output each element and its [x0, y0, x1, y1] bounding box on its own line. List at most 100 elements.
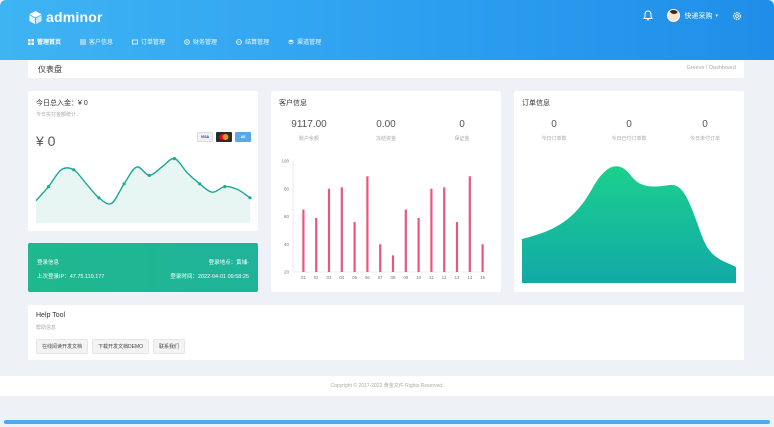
stat-label: 冻结资金 — [375, 136, 396, 142]
x-tick-label: 07 — [378, 275, 383, 280]
income-subtitle: 今日实付金额统计： — [36, 112, 82, 118]
income-point — [46, 185, 51, 189]
help-subtitle: 帮助信息 — [36, 325, 57, 331]
customer-bar-chart: 20 40 60 80 100 01 02 03 04 05 06 07 08 09 10 11 12 13 14 1… — [281, 159, 489, 280]
x-tick-label: 15 — [480, 275, 485, 280]
x-tick-label: 13 — [455, 275, 460, 280]
bar — [455, 222, 459, 272]
login-time: 登录时间：2022-04-01 09:58:25 — [170, 274, 249, 280]
x-tick-label: 02 — [314, 275, 319, 280]
income-point — [172, 157, 177, 161]
y-tick-label: 100 — [281, 159, 289, 164]
globe-icon — [236, 38, 242, 45]
grid-icon — [28, 38, 34, 45]
stat-balance: 9117.00 账户余额 — [279, 119, 339, 142]
logo[interactable]: adminor — [28, 8, 103, 26]
login-place: 登录地点：黄埔- — [208, 260, 249, 266]
nav-label: 财务管理 — [193, 40, 218, 46]
stat-value: 0 — [551, 119, 557, 130]
nav-settlement[interactable]: 结算管理 — [236, 37, 269, 46]
login-label: 登录信息 — [37, 260, 60, 266]
card-icon — [132, 39, 139, 44]
bottom-bar — [4, 420, 770, 424]
x-tick-label: 04 — [339, 275, 344, 280]
page-title: 仪表盘 — [38, 65, 62, 74]
x-tick-label: 03 — [327, 275, 332, 280]
x-tick-label: 06 — [365, 275, 370, 280]
nav-orders[interactable]: 订单管理 — [132, 37, 165, 46]
bar — [430, 188, 433, 272]
income-point — [198, 182, 202, 186]
orders-card: 订单信息 0 今日订单数 0 今日已付订单数 0 今日未付订单 — [514, 91, 744, 292]
user-name[interactable]: 快递采购 — [684, 12, 713, 20]
income-point — [248, 196, 252, 200]
list-icon — [80, 39, 87, 44]
chevron-down-icon[interactable]: ▾ — [715, 12, 718, 19]
stat-frozen: 0.00 冻结资金 — [356, 119, 416, 142]
footer: Copyright © 2017-2022 黄金文件 Rights Reserv… — [0, 376, 774, 396]
gear-icon[interactable] — [732, 11, 742, 21]
stat-label: 账户余额 — [298, 136, 319, 142]
bar — [468, 176, 471, 272]
contact-us-button[interactable]: 联系我们 — [153, 339, 186, 354]
stat-label: 今日订单数 — [541, 136, 567, 142]
nav-label: 结算管理 — [245, 40, 270, 46]
x-tick-label: 08 — [391, 275, 396, 280]
income-point — [223, 185, 227, 189]
bar — [391, 255, 395, 272]
help-tool-card: Help Tool 帮助信息 在线阅读开发文档 下载开发文档DEMO 联系我们 — [28, 305, 744, 360]
stat-today-orders: 0 今日订单数 — [524, 119, 584, 142]
read-docs-button[interactable]: 在线阅读开发文档 — [36, 339, 89, 354]
nav-dashboard[interactable]: 管理首页 — [28, 37, 61, 46]
nav-channels[interactable]: 渠道管理 — [288, 37, 321, 46]
bar — [443, 187, 446, 272]
y-tick-label: 20 — [284, 270, 290, 275]
avatar[interactable] — [667, 9, 681, 22]
x-tick-label: 10 — [416, 275, 421, 280]
customer-card: 客户信息 9117.00 账户余额 0.00 冻结资金 0 保证金 20 40 60… — [271, 91, 501, 292]
nav-finance[interactable]: 财务管理 — [184, 37, 217, 46]
main-nav: 管理首页 客户信息 订单管理 财务管理 结算管理 渠道管理 — [28, 37, 340, 46]
income-card: 今日总入金：¥ 0 今日实付金额统计： ¥ 0 VISA AE — [28, 91, 258, 231]
stat-value: 9117.00 — [291, 119, 327, 130]
layers-icon — [288, 39, 295, 44]
copyright-text: Copyright © 2017-2022 黄金文件 Rights Reserv… — [330, 383, 444, 389]
nav-customers[interactable]: 客户信息 — [80, 37, 113, 46]
bar — [404, 209, 407, 272]
visa-card-icon: VISA — [197, 132, 213, 142]
y-tick-label: 80 — [284, 186, 290, 191]
login-ip: 上次登录IP：47.75.119.177 — [37, 274, 105, 280]
stat-unpaid-orders: 0 今日未付订单 — [675, 119, 735, 142]
y-tick-label: 60 — [284, 214, 290, 219]
stat-value: 0.00 — [376, 119, 396, 130]
orders-title: 订单信息 — [522, 100, 550, 107]
bar — [302, 209, 305, 272]
income-area-chart — [35, 157, 252, 223]
income-point — [147, 173, 151, 177]
x-tick-label: 09 — [403, 275, 408, 280]
bell-icon[interactable] — [643, 10, 654, 21]
stat-value: 0 — [459, 119, 465, 130]
mastercard-icon — [216, 132, 232, 142]
app-name: adminor — [46, 9, 103, 25]
x-tick-label: 05 — [352, 275, 357, 280]
top-header: adminor 快递采购 ▾ 管理首页 客户信息 订单管理 财务管理 — [0, 0, 774, 60]
customer-title: 客户信息 — [279, 100, 307, 107]
stat-label: 今日未付订单 — [689, 136, 720, 142]
x-tick-label: 11 — [429, 275, 434, 280]
breadcrumb-trail[interactable]: Greeve / Dashboard — [686, 65, 736, 71]
nav-label: 渠道管理 — [297, 40, 322, 46]
bar — [379, 244, 382, 272]
y-tick-label: 40 — [284, 242, 290, 247]
income-title: 今日总入金：¥ 0 — [36, 100, 88, 107]
bar — [353, 222, 356, 272]
payment-cards: VISA AE — [194, 132, 251, 142]
income-amount: ¥ 0 — [36, 133, 56, 149]
nav-label: 客户信息 — [89, 40, 114, 46]
cube-logo-icon — [29, 10, 42, 24]
stat-deposit: 0 保证金 — [432, 119, 492, 142]
stat-value: 0 — [626, 119, 632, 130]
bar — [481, 244, 484, 272]
bar — [340, 187, 343, 272]
download-demo-button[interactable]: 下载开发文档DEMO — [92, 339, 150, 354]
